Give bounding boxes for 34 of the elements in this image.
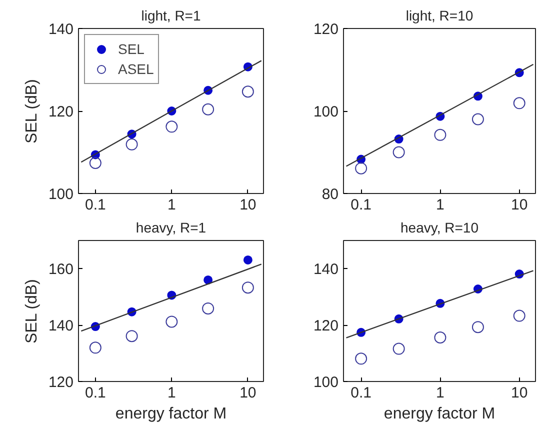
y-axis-title: SEL (dB) [23,79,40,144]
x-axis-title: energy factor M [384,406,496,422]
x-axis-title: energy factor M [115,406,227,422]
x-tick-label: 0.1 [84,384,106,402]
y-tick-label: 80 [322,186,339,203]
x-tick-label: 10 [240,384,256,402]
x-tick-label: 1 [436,384,444,402]
chart-title: heavy, R=10 [400,220,479,236]
y-tick-label: 140 [48,318,74,335]
x-tick-label: 0.1 [350,384,372,402]
x-tick-label: 10 [511,384,528,402]
y-tick-label: 140 [48,21,74,38]
y-tick-label: 120 [313,318,339,335]
chart-title: light, R=10 [406,8,474,24]
y-tick-label: 160 [48,261,74,278]
x-tick-label: 0.1 [350,196,372,214]
x-tick-label: 1 [168,196,176,214]
y-tick-label: 100 [313,374,339,391]
y-tick-label: 120 [48,104,74,120]
y-tick-label: 140 [313,261,339,278]
legend-label: ASEL [118,61,154,77]
x-tick-label: 0.1 [84,196,106,214]
x-tick-label: 10 [511,196,528,214]
y-tick-label: 120 [313,21,339,38]
y-tick-label: 120 [48,374,74,391]
x-tick-label: 1 [168,384,176,402]
y-tick-label: 100 [48,186,74,203]
y-axis-title: SEL (dB) [23,279,40,344]
y-tick-label: 100 [313,104,339,120]
chart-title: light, R=1 [141,8,201,24]
x-tick-label: 1 [436,196,444,214]
chart-title: heavy, R=1 [136,220,206,236]
legend-label: SEL [118,41,144,57]
x-tick-label: 10 [240,196,256,214]
